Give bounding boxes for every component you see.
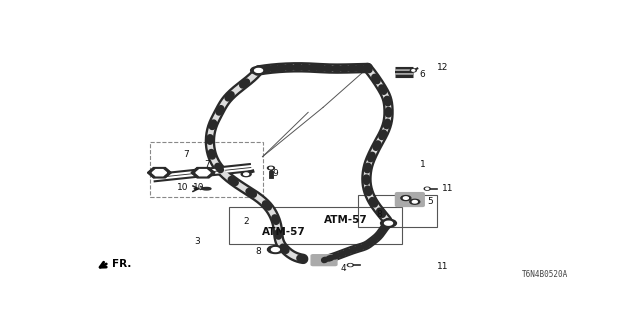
Circle shape xyxy=(410,199,420,204)
Text: 7: 7 xyxy=(183,150,189,159)
FancyBboxPatch shape xyxy=(396,193,424,206)
Circle shape xyxy=(349,264,352,266)
Text: 1: 1 xyxy=(420,160,426,169)
Circle shape xyxy=(255,68,262,72)
Text: 5: 5 xyxy=(428,196,433,205)
Polygon shape xyxy=(152,170,166,176)
Circle shape xyxy=(348,264,353,267)
Text: 9: 9 xyxy=(273,169,278,178)
Text: T6N4B0520A: T6N4B0520A xyxy=(522,270,568,279)
Circle shape xyxy=(426,188,429,189)
FancyBboxPatch shape xyxy=(311,255,337,266)
Bar xyxy=(358,195,437,227)
Bar xyxy=(229,207,403,244)
Polygon shape xyxy=(196,170,210,176)
Text: 8: 8 xyxy=(376,210,382,219)
Text: FR.: FR. xyxy=(112,259,132,269)
Text: 11: 11 xyxy=(442,184,454,193)
Circle shape xyxy=(251,67,266,74)
Text: 4: 4 xyxy=(340,264,346,273)
Circle shape xyxy=(401,196,411,201)
Circle shape xyxy=(269,167,273,169)
Circle shape xyxy=(381,219,396,227)
Circle shape xyxy=(412,70,415,71)
Text: 3: 3 xyxy=(194,237,200,246)
Text: 6: 6 xyxy=(420,70,426,79)
Text: ATM-57: ATM-57 xyxy=(323,214,367,225)
Circle shape xyxy=(268,246,284,253)
Text: 8: 8 xyxy=(255,247,261,256)
Ellipse shape xyxy=(202,188,211,190)
Text: ATM-57: ATM-57 xyxy=(262,227,305,237)
Circle shape xyxy=(244,173,248,175)
Circle shape xyxy=(424,187,430,190)
Circle shape xyxy=(412,201,417,203)
Text: 11: 11 xyxy=(437,262,449,271)
Circle shape xyxy=(271,248,280,252)
Text: 12: 12 xyxy=(437,63,449,72)
Bar xyxy=(150,142,262,197)
Text: 10: 10 xyxy=(193,183,205,192)
Text: 7: 7 xyxy=(204,160,210,169)
Text: 2: 2 xyxy=(244,217,250,226)
Circle shape xyxy=(403,197,408,199)
Circle shape xyxy=(268,166,275,170)
Circle shape xyxy=(385,221,392,225)
Circle shape xyxy=(241,172,251,177)
Polygon shape xyxy=(147,168,172,178)
Polygon shape xyxy=(191,168,215,178)
Circle shape xyxy=(410,69,416,72)
Text: 10: 10 xyxy=(177,183,188,192)
